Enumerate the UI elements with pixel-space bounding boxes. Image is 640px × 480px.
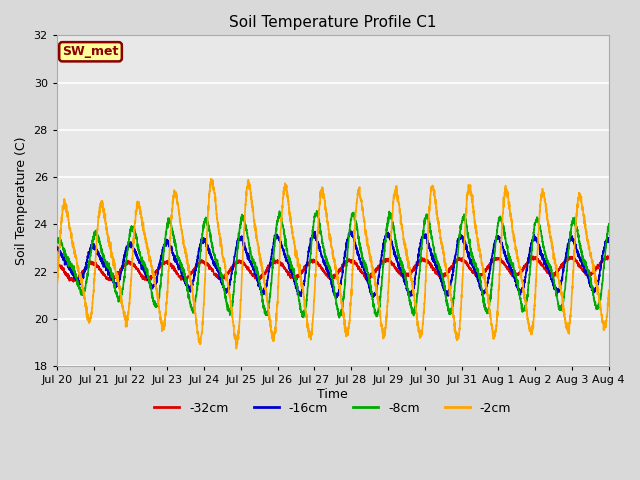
Legend: -32cm, -16cm, -8cm, -2cm: -32cm, -16cm, -8cm, -2cm	[149, 396, 516, 420]
Y-axis label: Soil Temperature (C): Soil Temperature (C)	[15, 137, 28, 265]
Title: Soil Temperature Profile C1: Soil Temperature Profile C1	[229, 15, 436, 30]
X-axis label: Time: Time	[317, 388, 348, 401]
Text: SW_met: SW_met	[62, 45, 119, 58]
